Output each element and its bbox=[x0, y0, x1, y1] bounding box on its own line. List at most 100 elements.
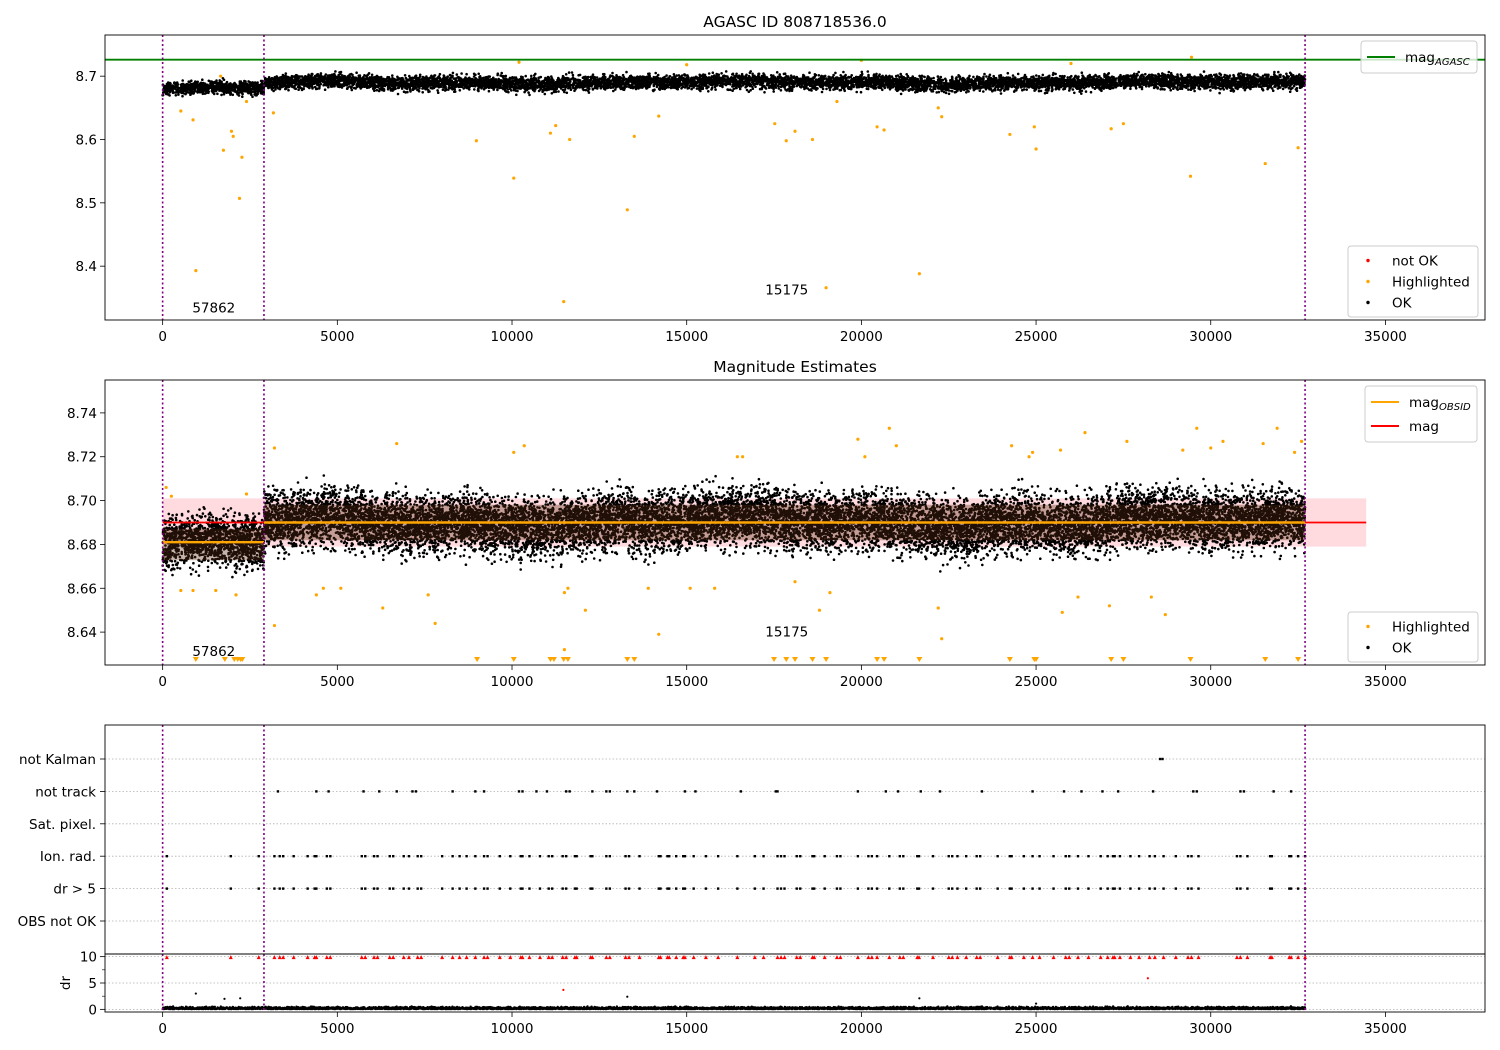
dr-capped-marker bbox=[574, 955, 579, 960]
flag-point bbox=[875, 887, 879, 890]
dr-capped-marker bbox=[450, 955, 455, 960]
estimates-x-tick-label: 15000 bbox=[665, 674, 708, 690]
flag-point bbox=[931, 887, 935, 890]
flag-point bbox=[799, 887, 802, 890]
flag-point bbox=[1010, 887, 1013, 890]
flag-point bbox=[996, 887, 999, 890]
agasc-highlighted-point bbox=[1121, 122, 1126, 126]
agasc-highlighted-point bbox=[179, 109, 183, 113]
flag-point bbox=[521, 855, 524, 858]
dr-capped-marker bbox=[291, 955, 296, 960]
estimates-point-legend-label: Highlighted bbox=[1392, 620, 1470, 636]
dr-capped-marker bbox=[564, 955, 569, 960]
dr-capped-marker bbox=[974, 955, 979, 960]
estimates-highlighted-point bbox=[646, 586, 650, 590]
agasc-highlighted-point bbox=[194, 269, 198, 273]
flag-point bbox=[278, 887, 281, 890]
agasc-highlighted-point bbox=[219, 74, 223, 78]
estimates-highlighted-point bbox=[395, 441, 399, 446]
dr-capped-marker bbox=[1269, 955, 1274, 960]
flag-point bbox=[608, 887, 612, 890]
dr-capped-marker bbox=[775, 955, 780, 960]
flag-point bbox=[856, 887, 860, 890]
flag-point bbox=[884, 790, 888, 793]
flag-point bbox=[388, 887, 391, 890]
agasc-highlighted-point bbox=[1008, 132, 1012, 137]
dr-capped-marker bbox=[869, 955, 874, 960]
flags-panel-ticks: not Kalman not track Sat. pixel. Ion. rad. d… bbox=[18, 752, 105, 930]
dr-capped-marker bbox=[901, 955, 906, 960]
flag-point bbox=[545, 790, 549, 793]
estimates-line-legend-label: mag bbox=[1409, 419, 1439, 435]
dr-capped-marker bbox=[798, 955, 803, 960]
dr-capped-marker bbox=[419, 955, 424, 960]
dr-capped-marker bbox=[917, 955, 922, 960]
dr-axis-label: dr bbox=[58, 975, 74, 990]
estimates-x-tick-label: 35000 bbox=[1364, 674, 1407, 690]
estimates-highlighted-point bbox=[1209, 446, 1213, 450]
agasc-x-tick-label: 25000 bbox=[1015, 329, 1058, 345]
estimates-highlighted-point bbox=[512, 450, 516, 454]
agasc-highlighted-point bbox=[562, 300, 566, 304]
agasc-y-tick-label: 8.6 bbox=[76, 133, 97, 149]
agasc-y-tick-label: 8.5 bbox=[76, 196, 97, 212]
flag-point bbox=[776, 855, 779, 858]
estimates-frame bbox=[104, 379, 1486, 666]
flag-point bbox=[550, 887, 554, 890]
dr-capped-marker bbox=[637, 955, 642, 960]
flag-point bbox=[547, 887, 550, 890]
flag-point bbox=[1288, 887, 1291, 890]
agasc-highlighted-point bbox=[936, 106, 940, 110]
dr-panel-ticks: 0 5 10 0 5000 10000 15000 20000 25000 30000 35000 bbox=[80, 950, 1407, 1037]
estimates-highlighted-point bbox=[713, 586, 717, 590]
dr-capped-marker bbox=[1030, 955, 1035, 960]
flag-point bbox=[528, 855, 531, 858]
flag-point bbox=[528, 887, 531, 890]
flag-point bbox=[591, 855, 594, 858]
dr-capped-marker bbox=[590, 955, 595, 960]
flag-point bbox=[1288, 855, 1291, 858]
flag-point bbox=[835, 855, 839, 858]
flag-point bbox=[378, 790, 381, 793]
flag-point bbox=[1289, 855, 1293, 858]
flag-point bbox=[692, 855, 695, 858]
flag-point bbox=[482, 790, 486, 793]
dr-x-tick-label: 30000 bbox=[1189, 1021, 1232, 1037]
agasc-highlighted-point bbox=[271, 111, 275, 115]
estimates-highlighted-point bbox=[1060, 610, 1064, 614]
agasc-point-legend-label: OK bbox=[1392, 296, 1413, 312]
flag-point bbox=[839, 855, 842, 858]
dr-capped-marker bbox=[682, 955, 687, 960]
flag-point bbox=[360, 887, 363, 890]
estimates-offscale-marker bbox=[1033, 657, 1040, 662]
estimates-x-tick-label: 5000 bbox=[320, 674, 354, 690]
estimates-point-legend-swatch bbox=[1366, 624, 1370, 629]
estimates-highlighted-point bbox=[1181, 448, 1185, 452]
estimates-highlighted-point bbox=[1163, 612, 1167, 617]
flag-point bbox=[783, 855, 786, 858]
dr-capped-marker bbox=[497, 955, 502, 960]
flag-point bbox=[682, 855, 685, 858]
flag-point bbox=[668, 887, 671, 890]
flag-point bbox=[716, 855, 720, 858]
estimates-highlighted-point bbox=[1195, 426, 1199, 430]
flag-point bbox=[1118, 887, 1122, 890]
dr-capped-marker bbox=[735, 955, 740, 960]
agasc-highlighted-point bbox=[784, 139, 788, 143]
estimates-highlighted-point bbox=[234, 593, 238, 597]
flag-point bbox=[666, 887, 669, 890]
agasc-highlighted-point bbox=[824, 286, 828, 290]
dr-point bbox=[626, 995, 629, 998]
estimates-highlighted-point bbox=[583, 608, 587, 612]
agasc-highlighted-point bbox=[793, 129, 797, 133]
dr-frame bbox=[104, 953, 1486, 1013]
flag-point bbox=[638, 887, 641, 890]
flag-point bbox=[509, 855, 512, 858]
flag-point bbox=[916, 855, 919, 858]
dr-capped-marker bbox=[1303, 955, 1308, 960]
dr-capped-marker bbox=[485, 955, 490, 960]
dr-capped-marker bbox=[281, 955, 286, 960]
estimates-obs-annotation: 15175 bbox=[765, 625, 808, 641]
flag-point bbox=[1153, 855, 1157, 858]
